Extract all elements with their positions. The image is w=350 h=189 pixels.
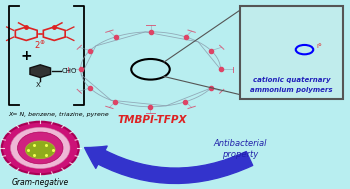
Text: ammonium polymers: ammonium polymers bbox=[250, 87, 332, 93]
Text: +: + bbox=[20, 49, 32, 63]
Ellipse shape bbox=[10, 127, 70, 169]
Text: CHO: CHO bbox=[62, 68, 77, 74]
Text: TMBPI-TFPX: TMBPI-TFPX bbox=[118, 115, 187, 125]
Text: property: property bbox=[222, 150, 258, 159]
Text: X: X bbox=[36, 82, 41, 88]
Bar bbox=[240, 6, 343, 99]
Polygon shape bbox=[30, 65, 50, 77]
Text: cationic quaternary: cationic quaternary bbox=[253, 77, 330, 83]
FancyArrowPatch shape bbox=[85, 146, 253, 184]
Ellipse shape bbox=[2, 122, 79, 174]
Text: $2^{\oplus}$: $2^{\oplus}$ bbox=[34, 39, 46, 51]
Ellipse shape bbox=[18, 132, 63, 164]
Text: Gram-negative: Gram-negative bbox=[12, 178, 69, 187]
Ellipse shape bbox=[25, 141, 55, 159]
Text: Antibacterial: Antibacterial bbox=[213, 139, 266, 148]
Text: I$^{\ominus}$: I$^{\ominus}$ bbox=[316, 42, 323, 51]
Text: X= N, benzene, triazine, pyrene: X= N, benzene, triazine, pyrene bbox=[9, 112, 110, 117]
